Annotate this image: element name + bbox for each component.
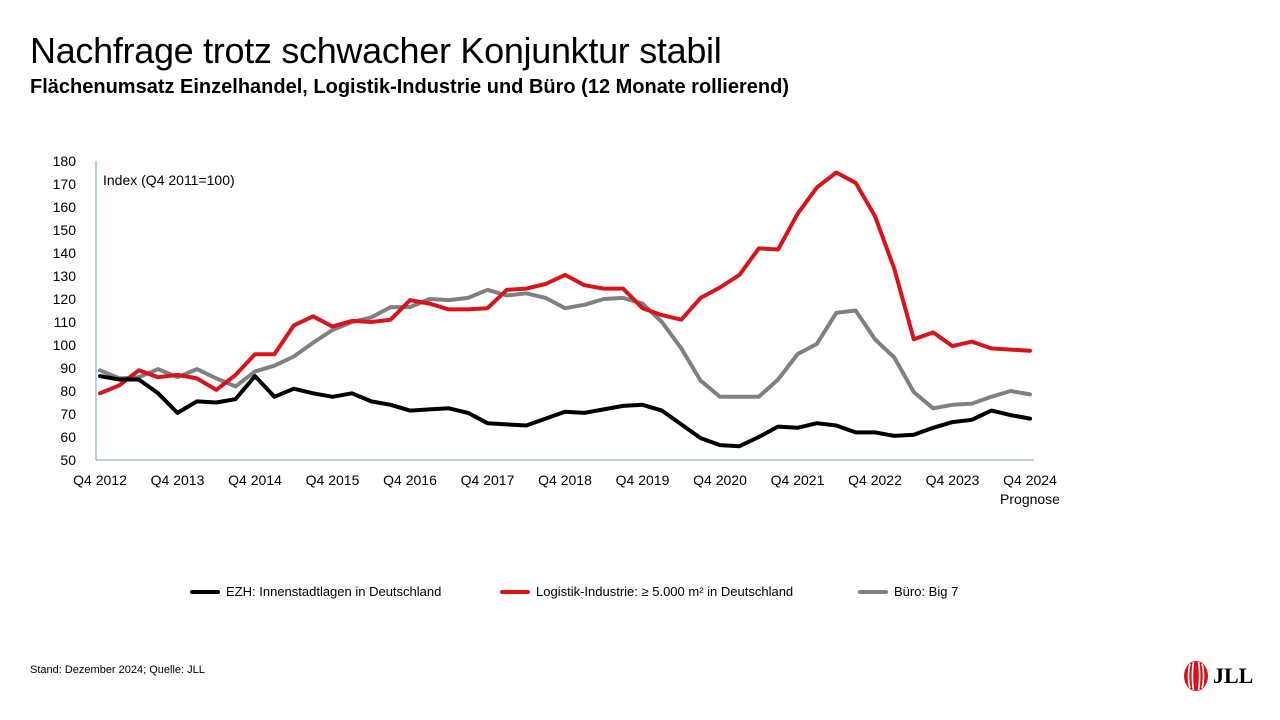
series-line-buero bbox=[98, 287, 1032, 411]
legend-item-buero: Büro: Big 7 bbox=[858, 584, 958, 599]
y-tick-label: 150 bbox=[53, 222, 77, 238]
x-axis-ticks: Q4 2012 Q4 2013 Q4 2014 Q4 2015 Q4 2016 Q4 20… bbox=[73, 472, 1060, 507]
legend-swatch-buero bbox=[858, 589, 888, 594]
x-tick-label: Q4 2019 bbox=[616, 472, 670, 488]
chart-axes bbox=[95, 161, 1034, 461]
x-tick-label: Q4 2015 bbox=[306, 472, 360, 488]
y-tick-label: 100 bbox=[53, 337, 77, 353]
y-tick-label: 180 bbox=[53, 153, 77, 169]
x-tick-label: Q4 2014 bbox=[228, 472, 282, 488]
y-axis-ticks: 50 60 70 80 90 100 110 120 130 140 150 160 170 180 bbox=[53, 153, 77, 468]
legend-item-ezh: EZH: Innenstadtlagen in Deutschland bbox=[190, 584, 441, 599]
x-tick-label: Q4 2012 bbox=[73, 472, 127, 488]
slide-title: Nachfrage trotz schwacher Konjunktur sta… bbox=[30, 30, 722, 71]
x-tick-label: Q4 2016 bbox=[383, 472, 437, 488]
jll-logo: JLL bbox=[1183, 660, 1253, 692]
y-tick-label: 170 bbox=[53, 176, 77, 192]
y-tick-label: 90 bbox=[60, 360, 76, 376]
index-annotation: Index (Q4 2011=100) bbox=[103, 172, 235, 188]
y-tick-label: 80 bbox=[60, 383, 76, 399]
x-tick-label: Q4 2021 bbox=[771, 472, 825, 488]
x-tick-label: Q4 2017 bbox=[461, 472, 515, 488]
y-tick-label: 50 bbox=[60, 452, 76, 468]
x-tick-label: Q4 2013 bbox=[151, 472, 205, 488]
legend-swatch-logistik bbox=[500, 589, 530, 594]
jll-logo-text: JLL bbox=[1213, 663, 1254, 688]
legend-item-logistik: Logistik-Industrie: ≥ 5.000 m² in Deutsc… bbox=[500, 584, 793, 599]
chart-legend: EZH: Innenstadtlagen in Deutschland Logi… bbox=[190, 584, 1090, 604]
y-tick-label: 120 bbox=[53, 291, 77, 307]
y-tick-label: 60 bbox=[60, 429, 76, 445]
x-tick-label: Q4 2024 bbox=[1003, 472, 1057, 488]
jll-logo-icon bbox=[1184, 661, 1208, 691]
x-tick-label: Q4 2023 bbox=[926, 472, 980, 488]
x-tick-sublabel: Prognose bbox=[1000, 491, 1060, 507]
x-tick-label: Q4 2018 bbox=[538, 472, 592, 488]
source-note: Stand: Dezember 2024; Quelle: JLL bbox=[30, 664, 205, 676]
legend-label-ezh: EZH: Innenstadtlagen in Deutschland bbox=[226, 584, 442, 599]
legend-swatch-ezh bbox=[190, 589, 220, 594]
series-lines bbox=[98, 170, 1032, 449]
x-tick-label: Q4 2022 bbox=[848, 472, 902, 488]
series-line-ezh bbox=[98, 374, 1032, 449]
y-tick-label: 110 bbox=[54, 314, 77, 330]
y-tick-label: 160 bbox=[53, 199, 77, 215]
y-tick-label: 130 bbox=[53, 268, 77, 284]
y-tick-label: 140 bbox=[53, 245, 77, 261]
series-line-logistik bbox=[98, 170, 1032, 396]
legend-label-buero: Büro: Big 7 bbox=[894, 584, 959, 599]
legend-label-logistik: Logistik-Industrie: ≥ 5.000 m² in Deutsc… bbox=[536, 584, 794, 599]
x-tick-label: Q4 2020 bbox=[693, 472, 747, 488]
y-tick-label: 70 bbox=[60, 406, 76, 422]
slide-subtitle: Flächenumsatz Einzelhandel, Logistik-Ind… bbox=[30, 76, 789, 98]
